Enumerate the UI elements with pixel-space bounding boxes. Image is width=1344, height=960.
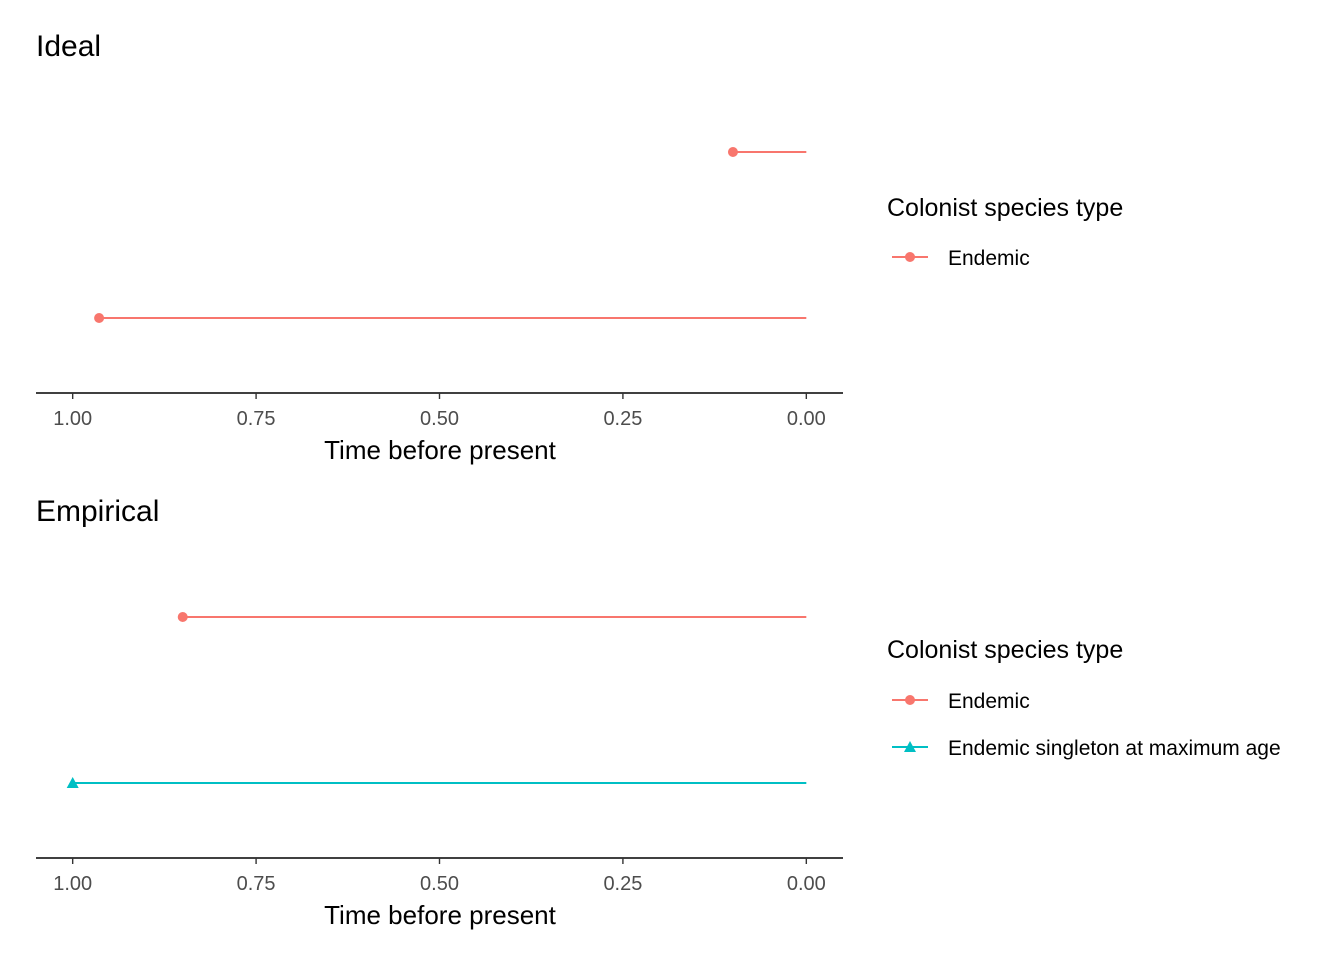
legend-title: Colonist species type xyxy=(887,194,1123,222)
plot-area xyxy=(66,612,807,788)
legend-key-circle-icon xyxy=(905,252,915,262)
x-axis-ticks: 1.00 0.75 0.50 0.25 0.00 xyxy=(53,393,826,430)
x-tick-label: 1.00 xyxy=(53,408,92,430)
legend-entry: Endemic xyxy=(892,690,1030,713)
panel-title: Empirical xyxy=(36,495,159,528)
panel-title: Ideal xyxy=(36,30,101,63)
legend-label: Endemic xyxy=(948,690,1030,713)
legend-label: Endemic singleton at maximum age xyxy=(948,737,1281,760)
x-tick-label: 0.50 xyxy=(420,873,459,895)
legend: Endemic Endemic singleton at maximum age xyxy=(892,690,1281,760)
x-tick-label: 0.25 xyxy=(603,408,642,430)
x-tick-label: 0.50 xyxy=(420,408,459,430)
legend-entry: Endemic singleton at maximum age xyxy=(892,737,1281,760)
panel-ideal: Ideal 1.00 0.75 0.50 0.25 0.00 Time before p… xyxy=(36,30,1123,465)
legend-entry: Endemic xyxy=(892,247,1030,270)
legend-label: Endemic xyxy=(948,247,1030,270)
x-tick-label: 0.00 xyxy=(787,873,826,895)
colonisation-point xyxy=(177,612,188,622)
x-axis-title: Time before present xyxy=(324,435,556,465)
x-tick-label: 0.25 xyxy=(603,873,642,895)
plot-area xyxy=(94,147,807,323)
legend-title: Colonist species type xyxy=(887,636,1123,664)
legend-key-circle-icon xyxy=(905,695,915,705)
panel-empirical: Empirical 1.00 0.75 0.50 0.25 0.00 Time befo… xyxy=(36,495,1281,930)
x-tick-label: 0.00 xyxy=(787,408,826,430)
legend-key-triangle-icon xyxy=(904,741,916,752)
colonisation-point xyxy=(66,777,79,788)
x-tick-label: 0.75 xyxy=(237,408,276,430)
x-axis-title: Time before present xyxy=(324,900,556,930)
colonisation-point xyxy=(94,313,105,323)
x-axis-ticks: 1.00 0.75 0.50 0.25 0.00 xyxy=(53,858,826,895)
colonisation-point xyxy=(727,147,738,157)
x-tick-label: 1.00 xyxy=(53,873,92,895)
legend: Endemic xyxy=(892,247,1030,270)
x-tick-label: 0.75 xyxy=(237,873,276,895)
